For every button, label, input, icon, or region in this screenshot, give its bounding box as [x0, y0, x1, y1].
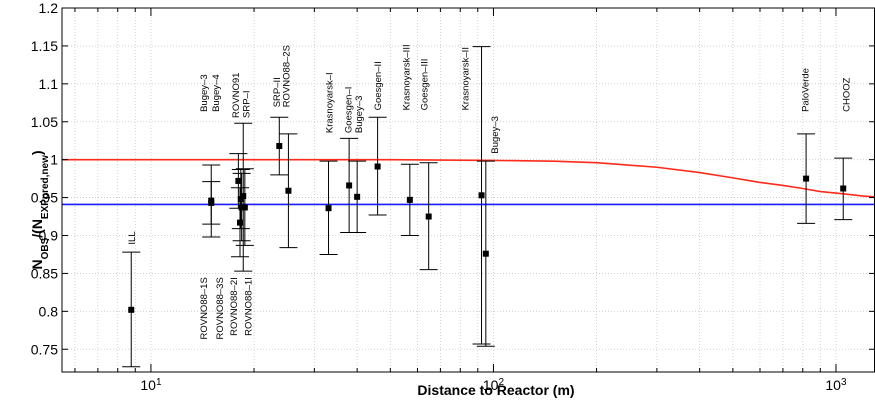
data-point — [400, 163, 419, 236]
experiment-label: ROVNO88–2S — [282, 45, 293, 107]
data-point — [235, 168, 254, 246]
data-marker — [128, 306, 135, 313]
data-points — [122, 46, 853, 368]
data-point — [348, 160, 367, 233]
experiment-label: Bugey–3 — [354, 96, 365, 134]
data-point — [368, 116, 387, 216]
experiment-label: Bugey–4 — [211, 74, 222, 112]
data-marker — [425, 213, 432, 220]
data-marker — [276, 143, 283, 150]
x-tick-label: 103 — [825, 377, 847, 394]
data-point — [419, 162, 438, 271]
experiment-label: SRP–I — [241, 91, 252, 118]
grid — [62, 7, 875, 372]
y-tick-label: 1.1 — [39, 76, 59, 92]
experiment-label: Bugey–3 — [490, 116, 501, 154]
data-marker — [241, 204, 248, 211]
oscillation-curve — [62, 158, 875, 198]
data-point — [232, 172, 251, 242]
y-tick-label: 0.85 — [31, 265, 58, 281]
y-tick-label: 1.05 — [31, 114, 58, 130]
experiment-label: ROVNO88–2I — [229, 277, 240, 336]
y-tick-label: 0.8 — [39, 303, 59, 319]
data-marker — [803, 175, 810, 182]
x-tick-label: 102 — [483, 377, 505, 394]
data-marker — [406, 196, 413, 203]
experiment-label: Krasnoyarsk–I — [324, 72, 335, 133]
data-point — [270, 116, 289, 176]
data-marker — [237, 196, 244, 203]
experiment-label: Krasnoyarsk–II — [461, 47, 472, 110]
data-marker — [374, 163, 381, 170]
experiment-label: Goesgen–I — [344, 87, 355, 133]
experiment-label: Krasnoyarsk–III — [402, 44, 413, 110]
y-tick-label: 1.2 — [39, 0, 59, 16]
data-marker — [285, 187, 292, 194]
x-axis-title: Distance to Reactor (m) — [417, 382, 574, 398]
axes: 101 102 103 0.75 0.8 0.85 0.9 0.95 1 1.05 1.1 1.15 1… — [31, 0, 875, 393]
data-marker — [346, 182, 353, 189]
experiment-label: Bugey–3 — [199, 74, 210, 112]
data-marker — [208, 199, 215, 206]
y-tick-label: 0.75 — [31, 341, 58, 357]
data-point — [279, 133, 298, 249]
x-tick-label: 101 — [140, 377, 162, 394]
data-point — [476, 160, 495, 347]
data-marker — [325, 205, 332, 212]
data-marker — [482, 250, 489, 257]
data-point — [797, 133, 816, 224]
data-point — [319, 160, 338, 255]
data-marker — [235, 177, 242, 184]
y-tick-label: 0.9 — [39, 228, 59, 244]
reference-lines — [62, 158, 875, 206]
experiment-label: ROVNO88–1I — [244, 277, 255, 336]
y-tick-label: 1.15 — [31, 38, 58, 54]
experiment-label: SRP–II — [272, 77, 283, 107]
experiment-label: Goesgen–III — [420, 59, 431, 111]
data-marker — [478, 192, 485, 199]
data-marker — [240, 193, 247, 200]
data-point — [472, 46, 491, 345]
experiment-label: ROVNO91 — [231, 73, 242, 118]
data-point — [340, 137, 359, 233]
data-marker — [840, 185, 847, 192]
data-marker — [354, 193, 361, 200]
experiment-label: ROVNO88–1S — [199, 277, 210, 339]
data-point — [231, 169, 250, 230]
y-axis-title: NOBS/(NEXPpred,new) — [29, 150, 51, 269]
data-point — [122, 251, 141, 368]
experiment-label: CHOOZ — [842, 77, 853, 112]
experiment-label: PaloVerde — [801, 68, 812, 112]
data-marker — [238, 204, 245, 211]
data-point — [202, 181, 221, 225]
y-tick-label: 0.95 — [31, 190, 58, 206]
experiment-label: ILL — [127, 231, 138, 244]
experiment-label: ROVNO88–3S — [215, 277, 226, 339]
data-point — [834, 157, 853, 221]
y-tick-label: 1 — [50, 152, 58, 168]
data-point — [234, 122, 253, 272]
experiment-label: Goesgen–II — [373, 61, 384, 110]
data-marker — [237, 219, 244, 226]
